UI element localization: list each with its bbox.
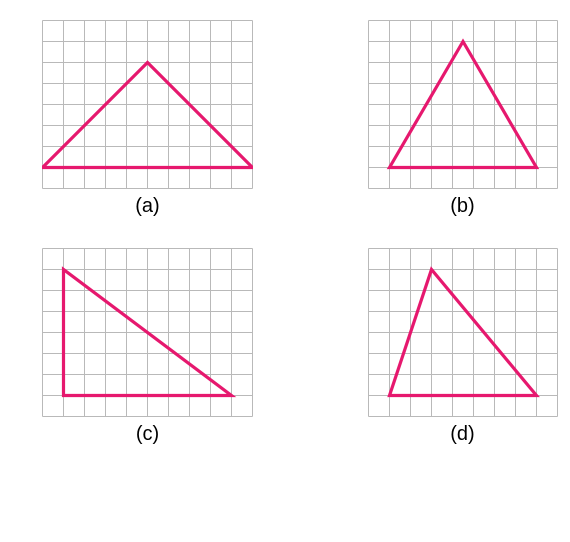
panel-c: (c) (20, 248, 275, 446)
label-d: (d) (450, 423, 474, 446)
grid-c (42, 248, 253, 417)
label-c: (c) (136, 423, 159, 446)
panel-b: (b) (335, 20, 570, 218)
grid-a (42, 20, 253, 189)
panel-d: (d) (335, 248, 570, 446)
grid-d (368, 248, 558, 417)
label-b: (b) (450, 195, 474, 218)
figure-container: (a) (b) (c) (d) (20, 20, 570, 446)
label-a: (a) (135, 195, 159, 218)
panel-a: (a) (20, 20, 275, 218)
grid-b (368, 20, 558, 189)
